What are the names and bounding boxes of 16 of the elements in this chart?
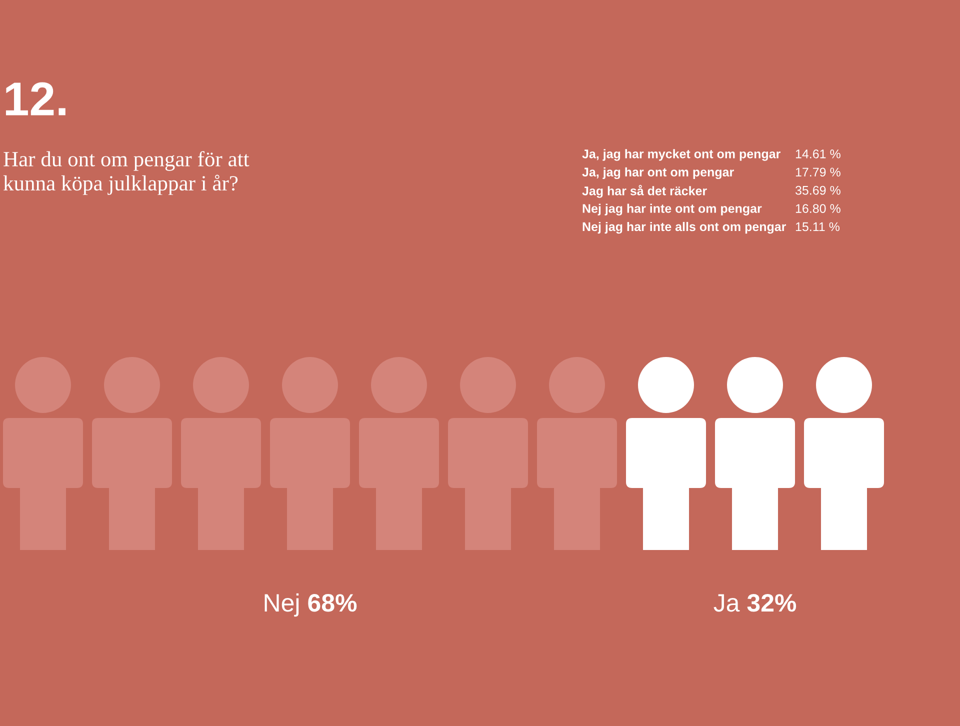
text: 16.80 %	[796, 204, 840, 213]
text: 14.61 %	[796, 150, 840, 158]
category-label: Ja	[714, 594, 740, 612]
text: Har du ont om pengar för att kunna köpa julklappar i år?	[3, 151, 250, 195]
category-label: Jag har så det räcker	[582, 184, 707, 198]
text: 12.	[6, 82, 66, 116]
data-label: 32%	[747, 594, 796, 612]
text: 15.11 %	[796, 222, 840, 232]
data-label: 68%	[308, 594, 357, 612]
category-label: Nej jag har inte ont om pengar	[582, 204, 762, 216]
text: 17.79 %	[796, 168, 840, 177]
text: 35.69 %	[795, 186, 840, 195]
category-label: Nej	[264, 593, 299, 617]
category-label: Ja, jag har mycket ont om pengar	[582, 149, 780, 161]
category-label: Ja, jag har ont om pengar	[582, 167, 734, 180]
category-label: Nej jag har inte alls ont om pengar	[582, 222, 786, 234]
